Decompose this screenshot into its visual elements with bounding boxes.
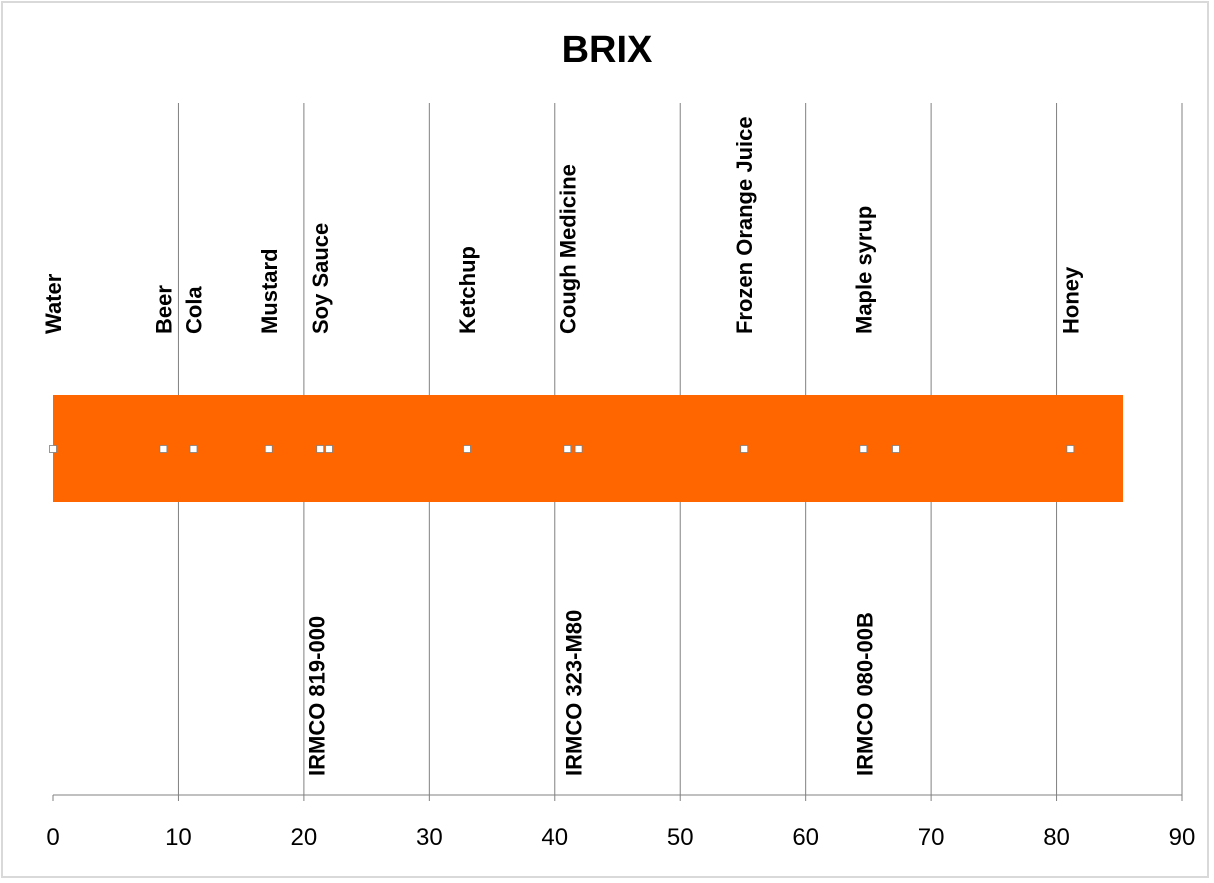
brix-range-band bbox=[53, 395, 1124, 502]
x-tick-label: 90 bbox=[1169, 824, 1196, 851]
point-label: Cola bbox=[181, 286, 206, 334]
point-label: Soy Sauce bbox=[308, 223, 333, 334]
data-point bbox=[159, 445, 168, 453]
point-label: Frozen Orange Juice bbox=[732, 116, 757, 334]
point-label: Beer bbox=[151, 285, 176, 334]
data-point bbox=[892, 445, 900, 453]
product-label: IRMCO 819-000 bbox=[304, 616, 329, 776]
x-tick-label: 20 bbox=[291, 824, 318, 851]
data-point bbox=[740, 445, 749, 453]
x-tick-label: 0 bbox=[46, 824, 59, 851]
product-labels: IRMCO 819-000 IRMCO 323-M80 IRMCO 080-00B bbox=[304, 610, 877, 776]
data-point bbox=[325, 445, 333, 453]
x-tick-label: 60 bbox=[792, 824, 819, 851]
point-label: Mustard bbox=[257, 248, 282, 334]
data-point bbox=[574, 445, 583, 453]
product-label: IRMCO 080-00B bbox=[853, 612, 878, 776]
data-point bbox=[563, 445, 572, 453]
data-point bbox=[189, 445, 198, 453]
x-axis: 0 10 20 30 40 50 60 70 80 90 bbox=[46, 794, 1196, 851]
x-tick-label: 80 bbox=[1043, 824, 1070, 851]
point-label: Cough Medicine bbox=[555, 164, 580, 334]
x-tick-label: 50 bbox=[667, 824, 694, 851]
chart-title: BRIX bbox=[562, 29, 653, 71]
data-point bbox=[859, 445, 868, 453]
markers bbox=[49, 445, 1075, 453]
data-point bbox=[463, 445, 471, 453]
point-label: Honey bbox=[1058, 266, 1083, 334]
data-point bbox=[49, 445, 57, 453]
x-tick-label: 70 bbox=[918, 824, 945, 851]
x-tick-label: 40 bbox=[541, 824, 568, 851]
data-point bbox=[264, 445, 273, 453]
point-label: Maple syrup bbox=[851, 206, 876, 334]
x-tick-label: 10 bbox=[165, 824, 192, 851]
band-layer bbox=[53, 395, 1124, 502]
product-label: IRMCO 323-M80 bbox=[562, 610, 587, 776]
substance-labels: Water Beer Cola Mustard Soy Sauce Ketchup Coug… bbox=[41, 116, 1083, 334]
point-label: Water bbox=[41, 273, 66, 334]
point-label: Ketchup bbox=[455, 246, 480, 334]
data-point bbox=[1066, 445, 1075, 453]
x-tick-label: 30 bbox=[416, 824, 443, 851]
data-point bbox=[316, 445, 325, 453]
